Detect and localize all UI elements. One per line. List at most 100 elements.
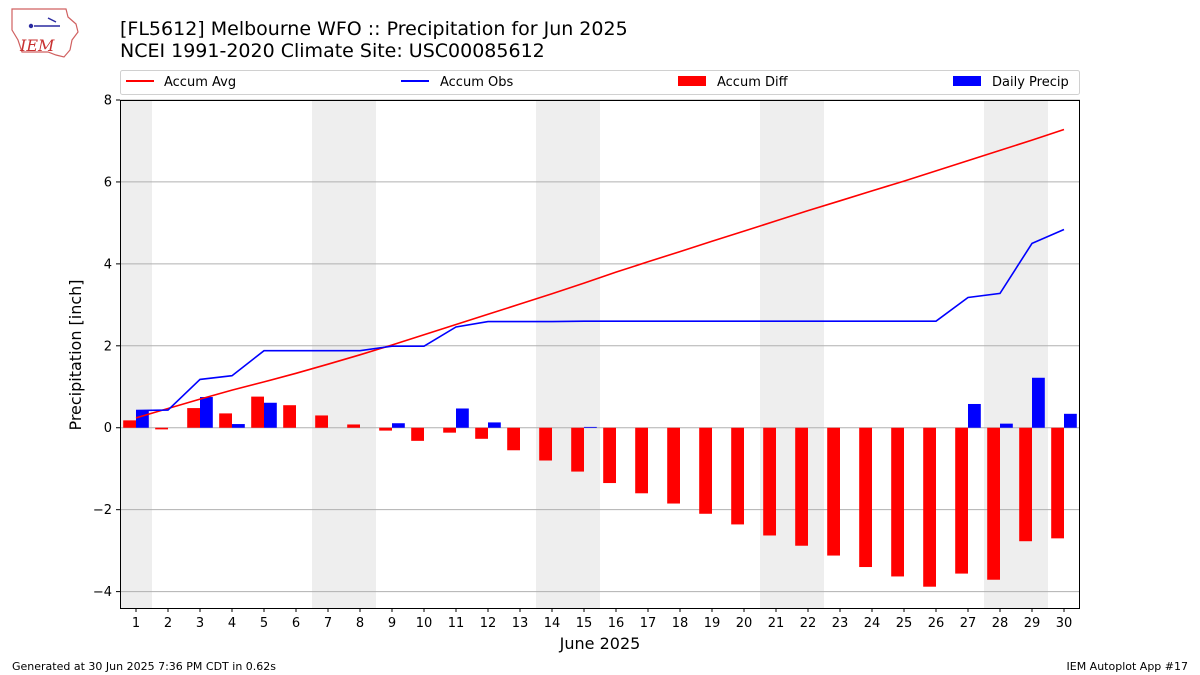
daily-precip-bar (456, 408, 469, 428)
accum-diff-bar (187, 408, 200, 428)
x-tick-label: 17 (640, 616, 657, 631)
y-tick-label: 8 (104, 94, 112, 109)
daily-precip-bar (488, 422, 501, 428)
x-tick-label: 22 (800, 616, 817, 631)
x-tick-label: 23 (832, 616, 849, 631)
x-tick-label: 18 (672, 616, 689, 631)
x-tick-label: 10 (416, 616, 433, 631)
x-tick-label: 21 (768, 616, 785, 631)
x-tick-label: 30 (1056, 616, 1073, 631)
x-tick-label: 12 (480, 616, 497, 631)
chart-title-line2: NCEI 1991-2020 Climate Site: USC00085612 (120, 40, 545, 62)
x-tick-label: 6 (292, 616, 300, 631)
legend-swatch-accum-diff (678, 76, 706, 86)
x-tick-label: 24 (864, 616, 881, 631)
accum-diff-bar (379, 427, 392, 431)
footer-generated: Generated at 30 Jun 2025 7:36 PM CDT in … (12, 660, 276, 673)
accum-diff-bar (635, 427, 648, 494)
legend-label-accum-obs: Accum Obs (440, 75, 513, 90)
y-tick-label: −4 (93, 585, 112, 600)
accum-obs-line (135, 228, 1065, 412)
y-tick-label: 6 (104, 175, 112, 190)
x-tick-label: 2 (164, 616, 172, 631)
accum-diff-bar (987, 427, 1000, 580)
legend-frame (120, 70, 1080, 95)
daily-precip-bar (200, 397, 213, 428)
x-tick-label: 13 (512, 616, 529, 631)
chart-title-line1: [FL5612] Melbourne WFO :: Precipitation … (120, 18, 628, 40)
accum-diff-bar (123, 420, 136, 428)
accum-diff-bar (571, 427, 584, 472)
accum-diff-bar (1051, 427, 1064, 539)
accum-diff-bar (859, 427, 872, 568)
accum-diff-bar (795, 427, 808, 546)
weekend-span (312, 100, 376, 608)
weekend-span (536, 100, 600, 608)
y-tick-label: −2 (93, 503, 112, 518)
x-tick-label: 28 (992, 616, 1009, 631)
daily-precip-bar (392, 423, 405, 428)
accum-diff-bar (603, 427, 616, 484)
x-tick-label: 26 (928, 616, 945, 631)
accum-diff-bar (475, 427, 488, 439)
daily-precip-bar (1032, 377, 1045, 428)
accum-diff-bar (443, 427, 456, 433)
y-axis: −4 −2 0 2 4 6 8 (93, 94, 120, 600)
logo-state-outline (11, 8, 79, 58)
x-tick-label: 20 (736, 616, 753, 631)
accum-diff-bar (763, 427, 776, 536)
daily-precip-bar (232, 424, 245, 428)
legend-label-daily-precip: Daily Precip (992, 75, 1069, 90)
weekend-span (120, 100, 152, 608)
accum-diff-bar (667, 427, 680, 504)
x-tick-label: 8 (356, 616, 364, 631)
footer-app: IEM Autoplot App #17 (1067, 660, 1189, 673)
bars (123, 377, 1077, 587)
x-tick-label: 9 (388, 616, 396, 631)
plot-frame (120, 100, 1080, 609)
daily-precip-bar (584, 426, 597, 428)
legend: Accum Avg Accum Obs Accum Diff Daily Pre… (120, 70, 1080, 95)
logo-wind-icon (34, 17, 60, 27)
y-tick-label: 2 (104, 339, 112, 354)
x-tick-label: 27 (960, 616, 977, 631)
y-gridlines (120, 99, 1080, 593)
x-tick-label: 15 (576, 616, 593, 631)
x-axis: 1 2 3 4 5 6 7 8 9 10 11 12 13 14 15 16 17 18 19 20 21 22 23 24 2… (132, 608, 1072, 631)
accum-diff-bar (923, 427, 936, 587)
daily-precip-bar (264, 402, 277, 428)
x-tick-label: 16 (608, 616, 625, 631)
accum-diff-bar (411, 427, 424, 441)
y-axis-label: Precipitation [inch] (66, 279, 85, 430)
accum-diff-bar (507, 427, 520, 451)
legend-label-accum-diff: Accum Diff (717, 75, 789, 90)
logo-station-icon (28, 23, 34, 29)
x-tick-label: 3 (196, 616, 204, 631)
accum-diff-bar (251, 396, 264, 428)
legend-label-accum-avg: Accum Avg (164, 75, 236, 90)
accum-diff-bar (315, 415, 328, 428)
accum-diff-bar (827, 427, 840, 556)
x-tick-label: 7 (324, 616, 332, 631)
lines (135, 128, 1065, 419)
x-tick-label: 4 (228, 616, 236, 631)
x-tick-label: 29 (1024, 616, 1041, 631)
accum-diff-bar (731, 427, 744, 525)
daily-precip-bar (1064, 413, 1077, 428)
x-tick-label: 5 (260, 616, 268, 631)
accum-diff-bar (699, 427, 712, 514)
accum-diff-bar (283, 405, 296, 428)
accum-diff-bar (1019, 427, 1032, 542)
accum-diff-bar (539, 427, 552, 461)
x-tick-label: 1 (132, 616, 140, 631)
accum-avg-line (135, 128, 1065, 419)
x-axis-label: June 2025 (559, 634, 641, 653)
x-tick-label: 14 (544, 616, 561, 631)
accum-diff-bar (219, 413, 232, 428)
accum-diff-bar (347, 424, 360, 428)
y-tick-label: 4 (104, 257, 112, 272)
legend-swatch-daily-precip (953, 76, 981, 86)
x-tick-label: 25 (896, 616, 913, 631)
logo-text: IEM (19, 36, 55, 55)
daily-precip-bar (968, 403, 981, 428)
